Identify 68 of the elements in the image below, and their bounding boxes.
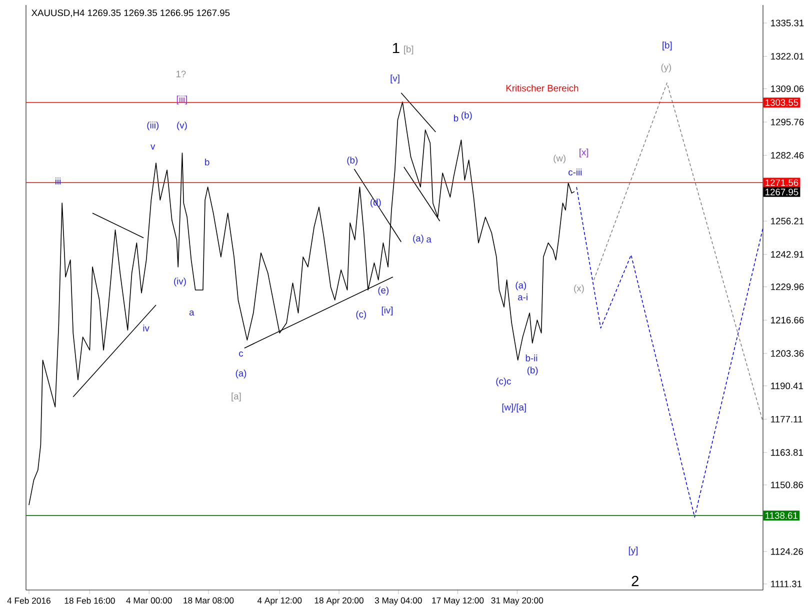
annotation: 1 [393,42,400,54]
x-tick-label: 4 Feb 2016 [7,597,50,604]
annotation: (e) [378,286,388,296]
y-tick-label: 1229.96 [771,284,804,290]
line-series [576,186,764,518]
ref-line-label: 1138.61 [766,512,798,519]
annotation: [w]/[a] [502,404,526,412]
y-tick-label: 1282.46 [771,152,804,159]
annotation: [a] [232,392,241,402]
annotation: (a) [236,370,246,378]
x-tick-label: 4 Mar 00:00 [126,597,172,604]
annotation: c-iii [568,168,582,176]
annotation: (c) [356,310,366,320]
x-tick-label: 18 Mar 08:00 [184,597,234,604]
annotation: iv [143,324,150,332]
annotation: (a) [516,282,526,290]
x-tick-label: 18 Feb 16:00 [64,597,115,604]
y-tick-label: 1177.11 [771,416,802,422]
annotation: (b) [462,112,472,120]
annotation: 2 [632,576,638,586]
annotation: b-ii [526,354,538,362]
annotation: (b) [527,366,538,376]
annotation: [b] [404,46,414,54]
y-tick-label: 1295.76 [771,118,804,126]
annotation: (iv) [174,278,186,286]
y-tick-label: 1150.86 [771,482,803,488]
annotation: Kritischer Bereich [506,84,578,92]
annotation: [v] [390,74,400,84]
annotation: 1? [176,70,186,78]
annotation: [y] [628,546,638,556]
annotation: (a) [413,234,424,244]
annotation: (x) [574,284,584,294]
annotation: (w) [554,154,566,164]
annotation: (b) [347,156,358,166]
x-tick-label: 31 May 20:00 [491,597,544,606]
annotation: (y) [661,64,672,72]
annotation: (iii) [147,122,158,130]
annotation: (c)c [496,378,511,386]
annotation: c [239,351,244,357]
annotation: [x] [580,148,588,158]
ref-line-label: 1303.55 [766,99,798,106]
annotation: v [150,144,156,150]
y-tick-label: 1256.21 [771,218,804,224]
annotation: a-i [518,294,528,300]
ref-line-label: 1271.56 [766,179,798,186]
annotation: (v) [177,122,187,130]
x-tick-label: 18 Apr 20:00 [314,597,364,606]
annotation: a [426,237,432,243]
x-tick-label: 4 Apr 12:00 [257,597,302,606]
annotation: [b] [662,42,672,50]
y-tick-label: 1242.91 [771,251,804,258]
x-tick-label: 3 May 04:00 [374,597,422,606]
y-tick-label: 1335.31 [771,20,804,26]
y-tick-label: 1309.06 [771,85,804,92]
annotation: b [454,114,458,122]
annotation: b [205,158,210,166]
text: 1267.95 [766,188,798,196]
y-tick-label: 1163.81 [771,449,803,456]
y-tick-label: 1124.26 [771,548,803,555]
y-tick-label: 1216.66 [771,316,804,324]
y-tick-label: 1322.01 [771,53,804,60]
chart-title: XAUUSD,H4 1269.35 1269.35 1266.95 1267.95 [32,10,230,18]
y-tick-label: 1203.36 [771,350,804,357]
y-tick-label: 1190.41 [771,382,803,390]
y-tick-label: 1111.31 [771,580,802,588]
x-tick-label: 17 May 12:00 [432,597,484,606]
annotation: [iv] [382,306,392,316]
annotation: a [189,310,194,316]
